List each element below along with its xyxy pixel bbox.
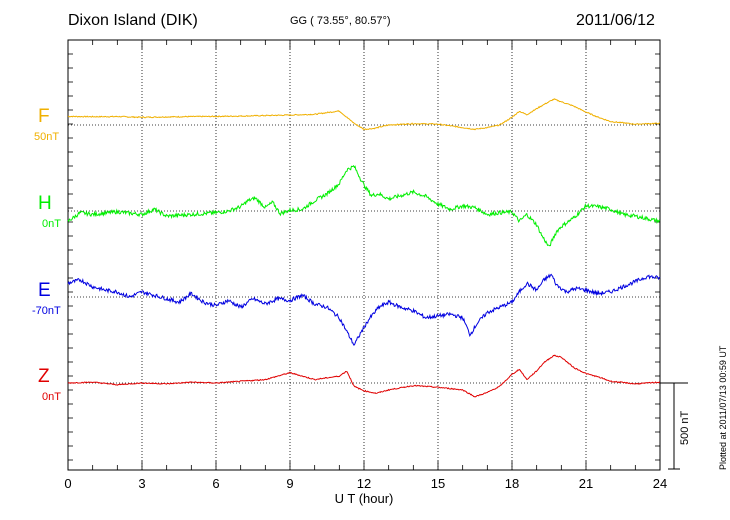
series-name-z: Z	[38, 366, 50, 387]
date-label: 2011/06/12	[576, 12, 655, 29]
series-line-h	[67, 165, 661, 247]
x-tick-label-3: 3	[138, 476, 145, 491]
x-tick-label-15: 15	[431, 476, 445, 491]
plotted-timestamp: Plotted at 2011/07/13 00:59 UT	[718, 345, 728, 470]
x-tick-label-0: 0	[64, 476, 71, 491]
series-baseline-z: 0nT	[42, 391, 61, 403]
x-tick-label-21: 21	[579, 476, 593, 491]
station-title: Dixon Island (DIK)	[68, 12, 198, 29]
x-tick-label-6: 6	[212, 476, 219, 491]
series-baseline-e: -70nT	[32, 305, 61, 317]
series-baseline-h: 0nT	[42, 218, 61, 230]
series-line-z	[67, 354, 661, 398]
series-name-f: F	[38, 106, 50, 127]
series-name-h: H	[38, 193, 52, 214]
x-tick-label-18: 18	[505, 476, 519, 491]
series-line-f	[67, 98, 660, 131]
series-line-e	[67, 273, 661, 346]
station-coordinates: GG ( 73.55°, 80.57°)	[290, 15, 391, 27]
x-tick-label-12: 12	[357, 476, 371, 491]
scale-bar-label: 500 nT	[679, 410, 691, 445]
x-tick-label-24: 24	[653, 476, 667, 491]
x-axis-label: U T (hour)	[335, 491, 394, 506]
series-name-e: E	[38, 280, 51, 301]
series-baseline-f: 50nT	[34, 131, 60, 143]
x-tick-label-9: 9	[286, 476, 293, 491]
